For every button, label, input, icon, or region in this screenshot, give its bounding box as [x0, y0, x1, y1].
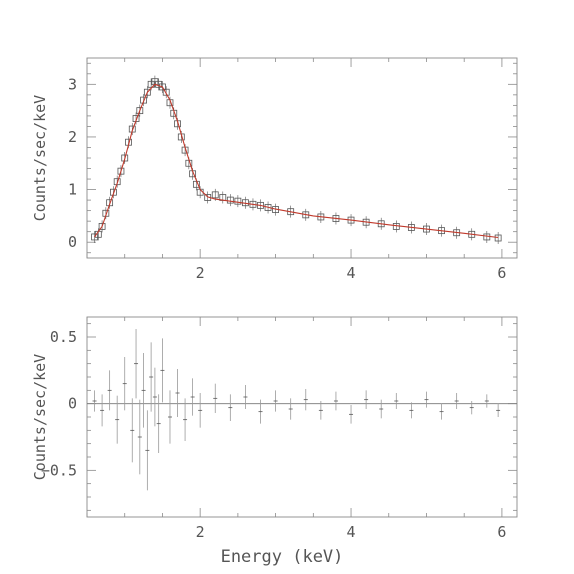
y-tick-label: 2	[68, 128, 77, 146]
y-tick-label: 0	[68, 233, 77, 251]
x-axis-label: Energy (keV)	[221, 547, 344, 567]
y-tick-label: −0.5	[41, 461, 77, 479]
x-tick-label: 6	[497, 523, 506, 541]
x-tick-label: 2	[196, 523, 205, 541]
x-tick-label: 2	[196, 264, 205, 282]
x-tick-label: 4	[347, 264, 356, 282]
panel-spectrum: 2 4 6 0 1 2 3 Counts/sec/keV	[31, 57, 518, 282]
model-line	[94, 83, 499, 239]
y-tick-label: 3	[68, 75, 77, 93]
y-tick-label: 0	[68, 395, 77, 413]
x-tick-label: 6	[497, 264, 506, 282]
y-tick-label: 0.5	[50, 328, 77, 346]
y-axis-label: Counts/sec/keV	[31, 354, 49, 480]
y-axis-label: Counts/sec/keV	[31, 95, 49, 221]
y-tick-label: 1	[68, 181, 77, 199]
x-tick-label: 4	[347, 523, 356, 541]
